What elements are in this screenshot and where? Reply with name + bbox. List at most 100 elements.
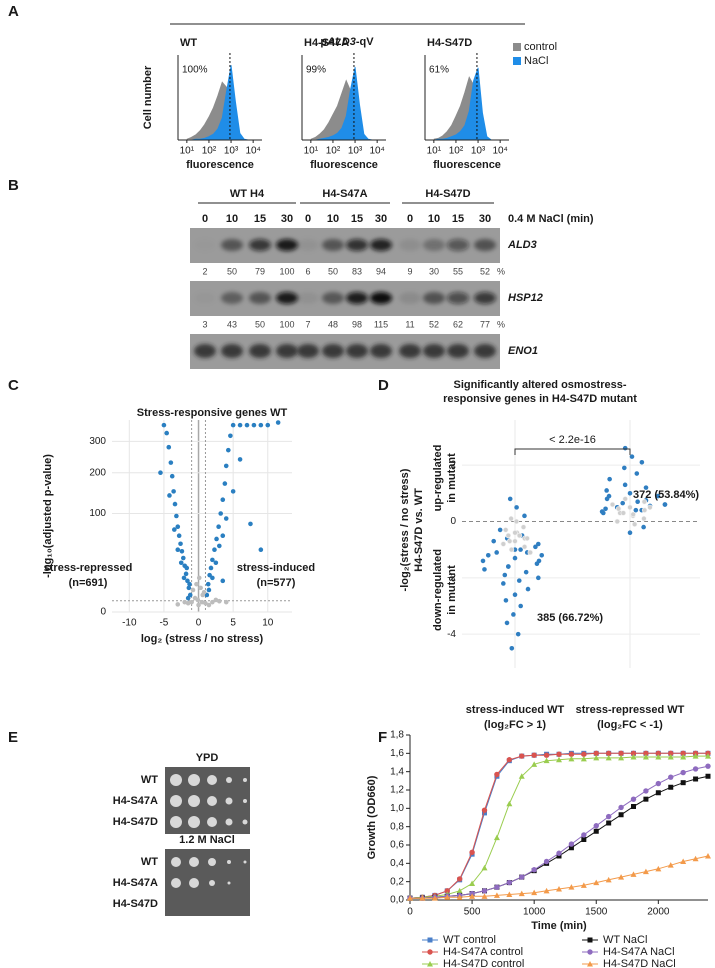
marker	[593, 823, 599, 829]
lane-label: 30	[281, 213, 293, 225]
spot	[207, 775, 217, 785]
marker	[568, 845, 574, 851]
core-point	[641, 507, 648, 513]
marker	[568, 884, 575, 890]
core-point	[627, 504, 633, 511]
y-axis-label: down-regulated	[432, 549, 444, 631]
spot	[170, 774, 182, 786]
point	[172, 527, 177, 532]
core-point	[615, 506, 622, 512]
legend-marker	[587, 937, 593, 943]
quantification: 100	[279, 319, 294, 329]
x-tick-label: -10	[122, 618, 137, 629]
y-tick-label: 1,2	[390, 785, 404, 796]
marker	[705, 753, 711, 759]
x-tick-label: 10³	[471, 146, 486, 157]
y-tick-label: 0,8	[390, 821, 404, 832]
marker	[580, 755, 587, 762]
point	[213, 560, 219, 566]
marker	[618, 812, 624, 818]
marker	[568, 841, 575, 847]
point	[606, 493, 612, 499]
band	[474, 239, 496, 251]
point	[518, 603, 523, 609]
point	[179, 548, 185, 554]
marker	[668, 774, 674, 780]
lane-label: 0	[407, 213, 413, 225]
marker	[593, 750, 599, 757]
point	[223, 599, 229, 605]
point	[244, 422, 250, 428]
point	[504, 620, 510, 626]
core-point	[641, 499, 648, 505]
annotation: 372 (53.84%)	[633, 489, 699, 501]
marker	[581, 837, 587, 842]
point	[217, 598, 222, 604]
band	[322, 344, 344, 358]
point	[169, 473, 175, 479]
band	[249, 344, 271, 358]
x-tick-label: -5	[159, 618, 168, 629]
marker	[618, 874, 625, 880]
core-point	[527, 549, 533, 556]
quantification: 100	[279, 266, 294, 276]
y-tick-label: 2	[450, 460, 456, 471]
band	[399, 344, 421, 358]
chart-title: Stress-responsive genes WT	[137, 407, 288, 419]
marker	[655, 750, 662, 757]
point	[196, 602, 201, 608]
marker	[506, 891, 513, 897]
core-point	[513, 518, 520, 525]
point	[237, 422, 243, 428]
series-line	[409, 755, 708, 899]
point	[171, 489, 176, 494]
marker	[605, 754, 612, 761]
point	[522, 513, 527, 519]
core-point	[609, 501, 616, 508]
point	[210, 557, 215, 563]
point	[183, 571, 189, 577]
marker	[581, 751, 587, 757]
point	[226, 447, 231, 453]
legend-label: H4-S47D control	[443, 958, 524, 968]
y-tick-label: 0	[450, 516, 456, 527]
marker	[519, 874, 525, 880]
quantification: 6	[305, 266, 310, 276]
spot	[243, 799, 247, 803]
comparison-label: < 2.2e-16	[549, 434, 596, 446]
lane-label: 15	[351, 213, 363, 225]
point	[525, 586, 531, 592]
point	[220, 497, 226, 502]
marker	[668, 750, 674, 757]
annotation: (n=577)	[257, 577, 296, 589]
point	[258, 547, 264, 553]
spot	[242, 819, 248, 825]
annotation: (n=691)	[69, 577, 108, 589]
band	[423, 292, 445, 304]
x-tick-label: 1000	[523, 907, 546, 918]
spot	[207, 817, 217, 827]
point	[220, 578, 226, 584]
y-tick-label: 1,4	[390, 766, 404, 777]
x-axis-label: fluorescence	[186, 159, 254, 171]
quantification: 52	[429, 319, 439, 329]
point	[220, 533, 226, 539]
marker	[705, 763, 711, 769]
core-point	[500, 541, 507, 547]
point	[182, 599, 187, 605]
point	[175, 547, 181, 553]
condition-label: 0.4 M NaCl (min)	[508, 213, 594, 225]
point	[158, 470, 163, 476]
band	[447, 292, 469, 304]
point	[536, 541, 541, 547]
marker	[630, 796, 637, 802]
point	[480, 558, 486, 564]
chart-title: responsive genes in H4-S47D mutant	[443, 393, 637, 405]
gene-label: ENO1	[508, 345, 538, 357]
strain-label: H4-S47A	[113, 795, 158, 807]
quantification: 55	[453, 266, 463, 276]
panel-label: E	[8, 729, 18, 746]
legend-label: WT control	[443, 934, 496, 946]
